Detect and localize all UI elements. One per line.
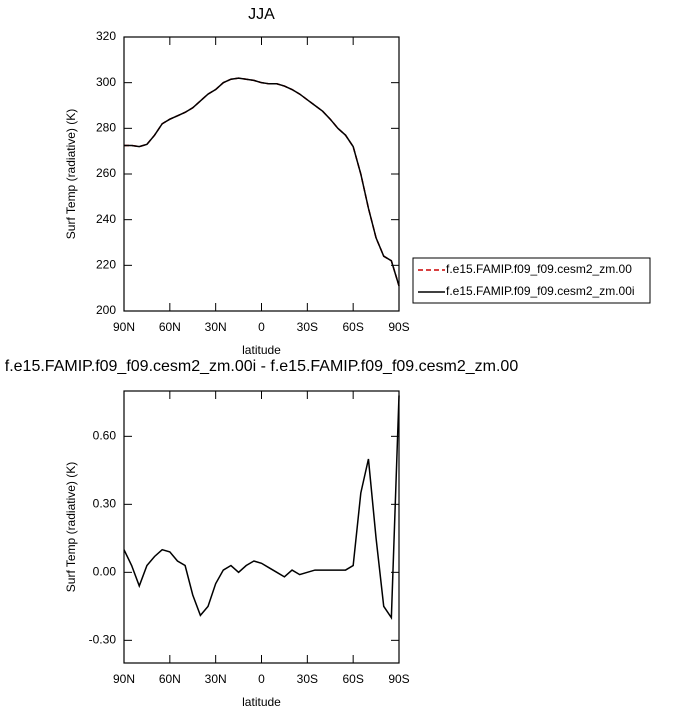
- series-line: [123, 395, 400, 621]
- y-tick-label: 280: [96, 121, 116, 135]
- x-tick-label: 60N: [159, 320, 181, 334]
- chart-title: f.e15.FAMIP.f09_f09.cesm2_zm.00i - f.e15…: [5, 358, 519, 375]
- x-tick-label: 30N: [205, 672, 227, 686]
- plot-frame: [123, 36, 400, 312]
- x-tick-label: 0: [258, 672, 265, 686]
- x-tick-label: 90S: [388, 320, 409, 334]
- x-tick-label: 90S: [388, 672, 409, 686]
- y-tick-label: 240: [96, 212, 116, 226]
- x-tick-label: 30S: [297, 672, 318, 686]
- series-line: [124, 77, 400, 287]
- y-tick-label: 300: [96, 75, 116, 89]
- y-tick-label: 320: [96, 29, 116, 43]
- chart-title: JJA: [248, 6, 275, 23]
- y-tick-label: 0.30: [93, 497, 117, 511]
- y-axis-label: Surf Temp (radiative) (K): [64, 109, 78, 239]
- y-tick-label: 0.00: [93, 565, 117, 579]
- x-tick-label: 30N: [205, 320, 227, 334]
- x-axis-label: latitude: [242, 343, 281, 357]
- x-axis-label: latitude: [242, 695, 281, 709]
- x-tick-label: 30S: [297, 320, 318, 334]
- y-tick-label: 220: [96, 258, 116, 272]
- plot-frame: [123, 390, 400, 664]
- y-tick-label: 0.60: [93, 429, 117, 443]
- x-tick-label: 90N: [113, 320, 135, 334]
- x-tick-label: 60N: [159, 672, 181, 686]
- y-axis-label: Surf Temp (radiative) (K): [64, 462, 78, 592]
- x-tick-label: 0: [258, 320, 265, 334]
- y-tick-label: 200: [96, 303, 116, 317]
- x-tick-label: 60S: [342, 672, 363, 686]
- legend-box: [412, 257, 651, 304]
- y-tick-label: 260: [96, 166, 116, 180]
- legend-label: f.e15.FAMIP.f09_f09.cesm2_zm.00i: [446, 284, 635, 298]
- series-line: [124, 77, 400, 287]
- y-tick-label: -0.30: [89, 633, 117, 647]
- x-tick-label: 60S: [342, 320, 363, 334]
- x-tick-label: 90N: [113, 672, 135, 686]
- legend-label: f.e15.FAMIP.f09_f09.cesm2_zm.00: [446, 262, 632, 276]
